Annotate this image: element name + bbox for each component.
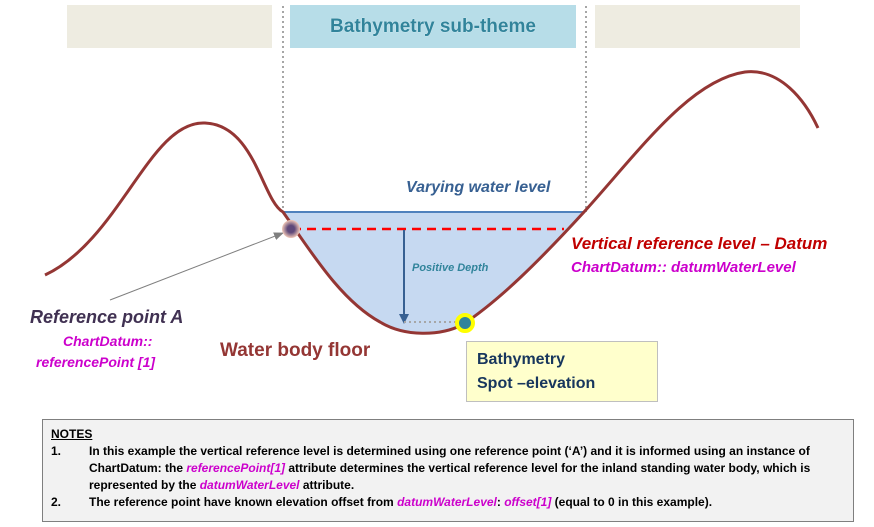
water-body	[283, 212, 584, 334]
header-side-box-right	[595, 5, 800, 48]
note-text-part: In this example the vertical reference l…	[89, 444, 810, 475]
reference-point-attr-line1: ChartDatum::	[63, 333, 153, 349]
spot-elevation-marker-icon	[455, 313, 475, 333]
bathymetry-diagram	[44, 6, 820, 335]
note-text: The reference point have known elevation…	[89, 494, 845, 511]
header-title: Bathymetry sub-theme	[330, 15, 536, 37]
bathymetry-label-line2: Spot –elevation	[477, 375, 596, 392]
note-attribute: referencePoint[1]	[186, 461, 286, 475]
note-text-part: The reference point have known elevation…	[89, 495, 398, 509]
positive-depth-label: Positive Depth	[412, 262, 489, 274]
note-number: 2.	[51, 495, 62, 509]
note-item: 1. In this example the vertical referenc…	[51, 443, 845, 494]
note-attribute: datumWaterLevel	[199, 478, 300, 492]
bathymetry-spot-elevation-box: Bathymetry Spot –elevation	[466, 341, 658, 402]
note-item: 2. The reference point have known elevat…	[51, 494, 845, 511]
bathymetry-label-line1: Bathymetry	[477, 351, 566, 368]
note-number: 1.	[51, 444, 62, 458]
reference-point-leader	[109, 232, 284, 301]
note-text: In this example the vertical reference l…	[89, 443, 845, 494]
notes-panel: NOTES 1. In this example the vertical re…	[42, 419, 854, 522]
reference-point-marker-icon	[282, 220, 300, 238]
datum-water-level-attr-label: ChartDatum:: datumWaterLevel	[571, 259, 796, 276]
reference-point-attr-line2: referencePoint [1]	[36, 354, 156, 370]
header-title-box: Bathymetry sub-theme	[290, 5, 576, 48]
notes-title: NOTES	[51, 427, 93, 441]
note-text-part: attribute.	[299, 478, 355, 492]
header-side-box-left	[67, 5, 272, 48]
note-attribute: offset[1]	[504, 495, 552, 509]
note-attribute: datumWaterLevel	[397, 495, 497, 509]
note-text-part: :	[496, 495, 505, 509]
varying-water-level-label: Varying water level	[406, 179, 551, 196]
note-text-part: (equal to 0 in this example).	[551, 495, 713, 509]
reference-point-label: Reference point A	[30, 307, 184, 327]
note-text-part: attribute determines the vertical refere…	[89, 461, 811, 492]
terrain-profile	[44, 70, 820, 335]
water-body-floor-label: Water body floor	[220, 340, 371, 361]
vertical-reference-label: Vertical reference level – Datum	[571, 234, 828, 253]
